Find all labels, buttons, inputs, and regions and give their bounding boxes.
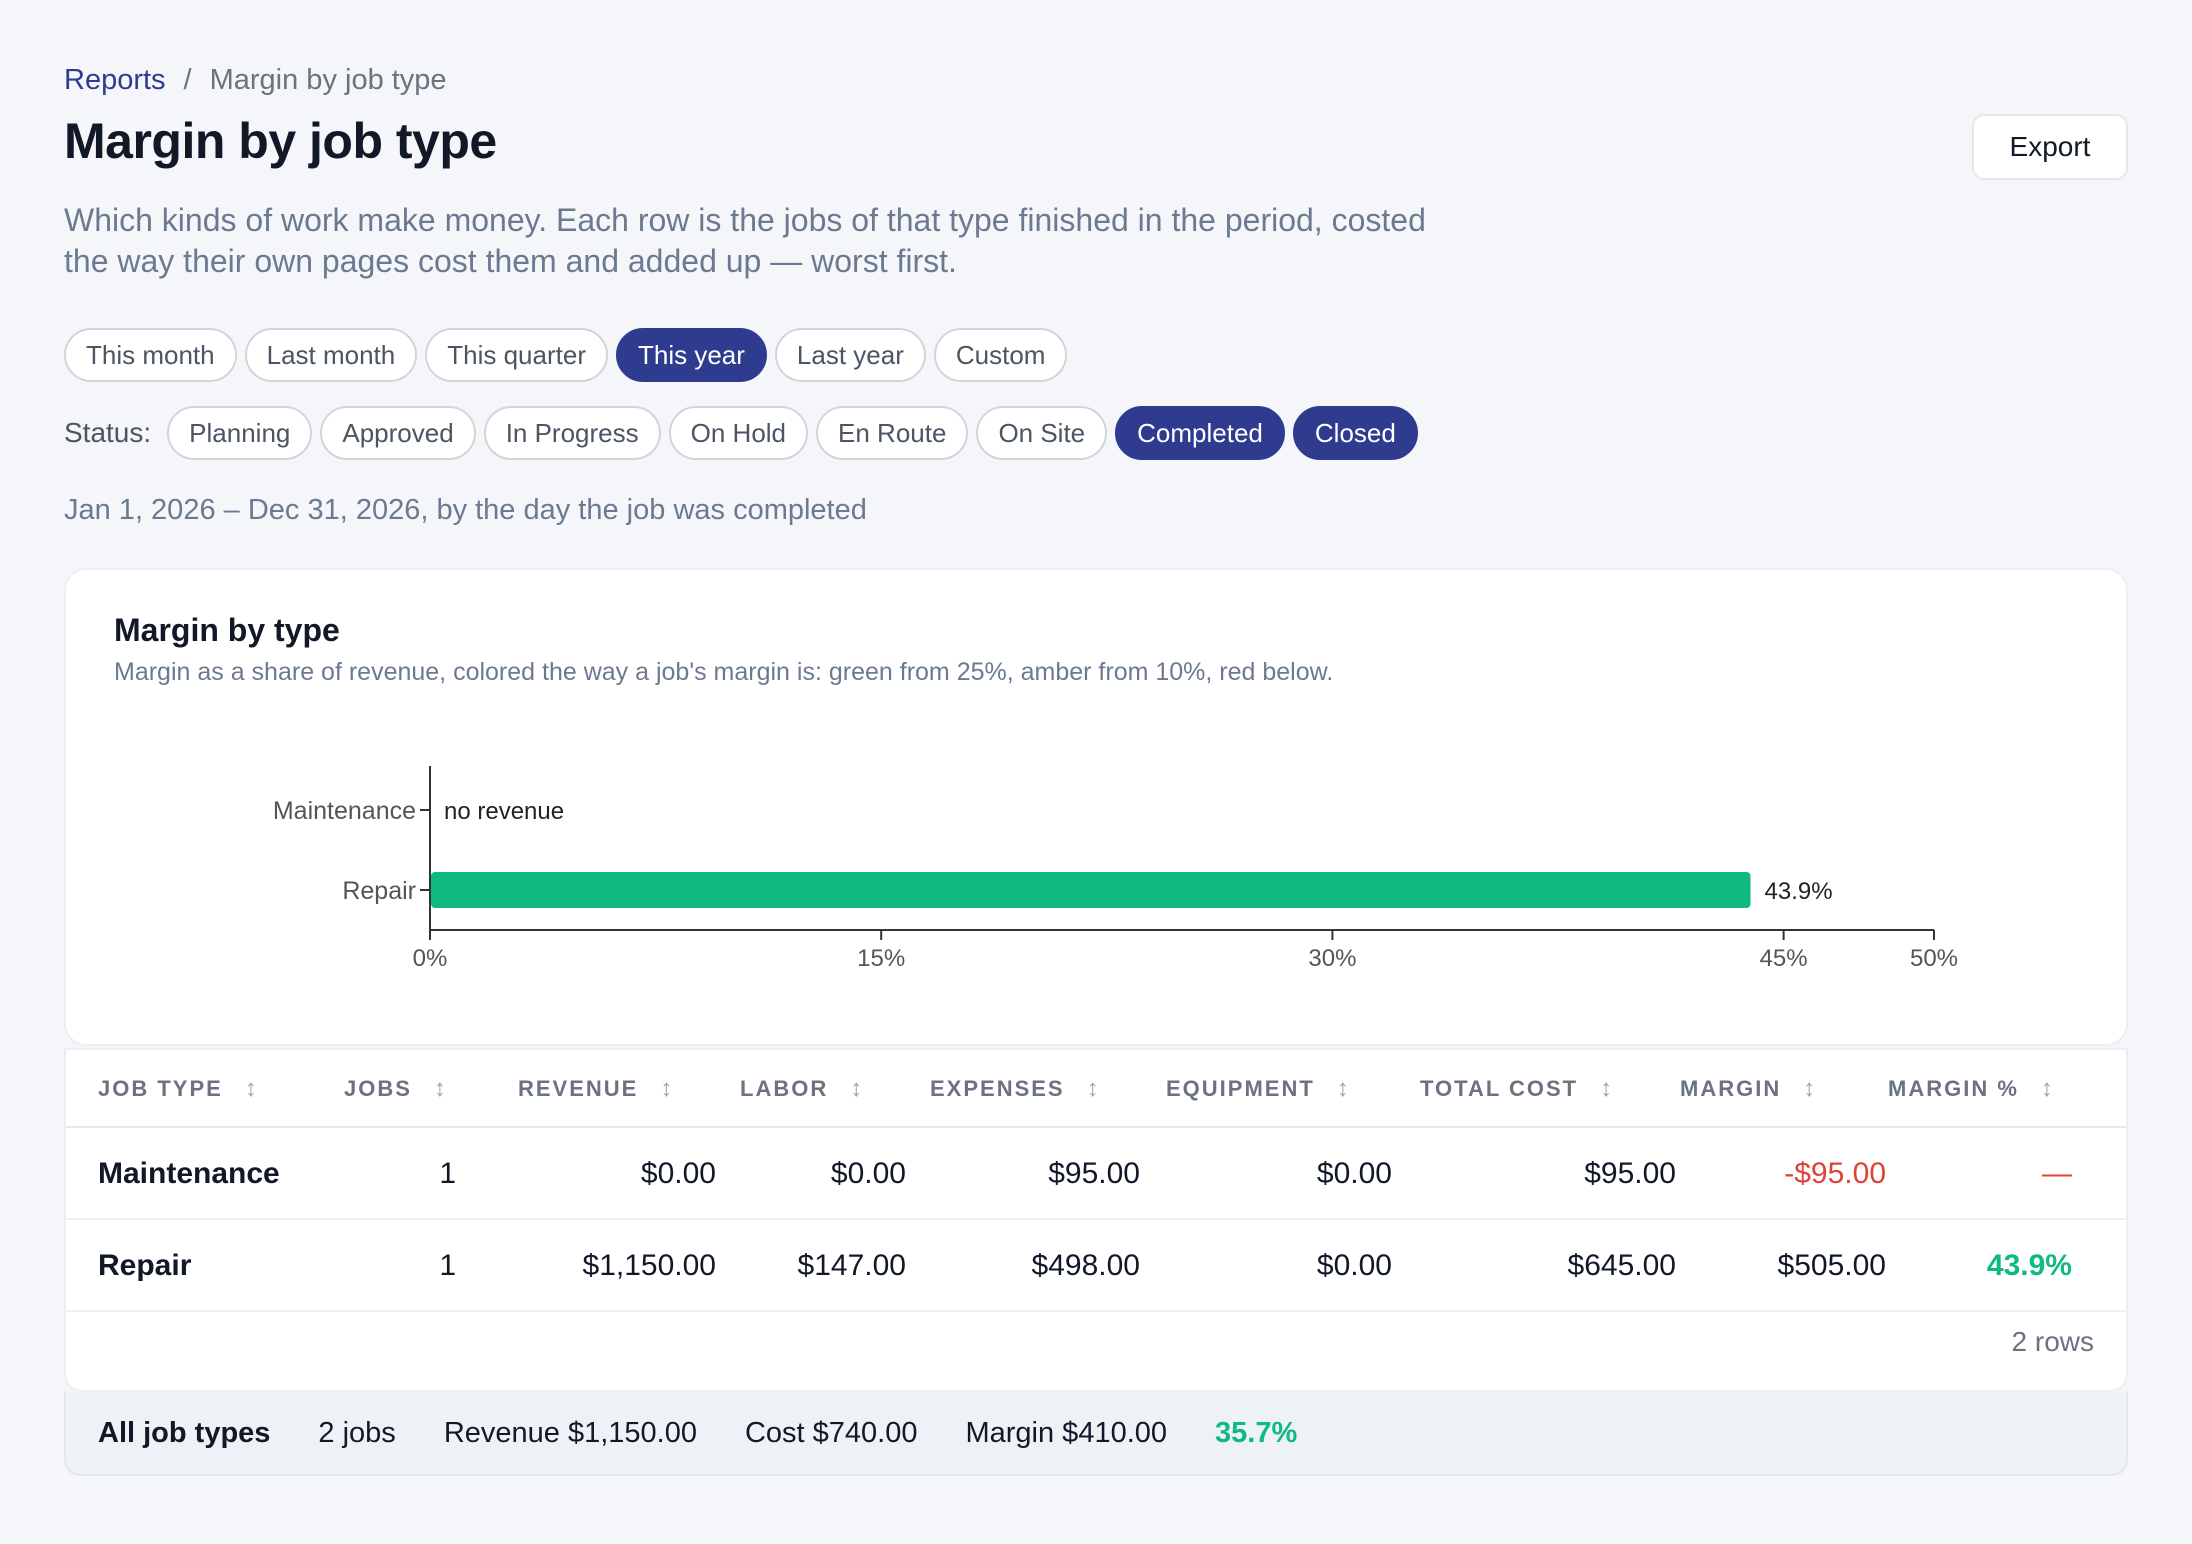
breadcrumb-reports-link[interactable]: Reports [64, 64, 166, 96]
cell-expenses: $498.00 [1031, 1249, 1140, 1282]
sort-icon: ↕ [2040, 1075, 2053, 1102]
export-button[interactable]: Export [1972, 114, 2128, 180]
chart-data-label: no revenue [444, 798, 564, 825]
column-header-jobs[interactable]: JOBS ↕ [344, 1075, 446, 1102]
status-filter-label: Status: [64, 417, 152, 448]
chart-card: Margin by type Margin as a share of reve… [64, 568, 2128, 1046]
sort-icon: ↕ [1600, 1075, 1613, 1102]
status-filter-closed[interactable]: Closed [1292, 406, 1418, 460]
sort-icon: ↕ [433, 1075, 446, 1102]
job-type-table: JOB TYPE ↕ JOBS ↕ REVENUE ↕ LABOR ↕ EXPENSES… [64, 1048, 2128, 1392]
sort-icon: ↕ [660, 1075, 673, 1102]
sort-icon: ↕ [1086, 1075, 1099, 1102]
column-header-margin[interactable]: MARGIN ↕ [1680, 1075, 1816, 1102]
period-filter-group: This month Last month This quarter This … [64, 328, 1068, 382]
column-header-equipment[interactable]: EQUIPMENT ↕ [1166, 1075, 1349, 1102]
cell-margin: -$95.00 [1784, 1157, 1886, 1190]
cell-equipment: $0.00 [1316, 1157, 1392, 1190]
breadcrumb-current: Margin by job type [209, 64, 447, 96]
chart-bar [431, 872, 1751, 908]
table-row[interactable]: Maintenance 1 $0.00 $0.00 $95.00 $0.00 $… [66, 1128, 2126, 1220]
status-filter-in-progress[interactable]: In Progress [483, 406, 661, 460]
sort-icon: ↕ [1336, 1075, 1349, 1102]
cell-total-cost: $645.00 [1567, 1249, 1676, 1282]
cell-jobs: 1 [439, 1249, 456, 1282]
totals-margin-pct: 35.7% [1215, 1416, 1298, 1449]
cell-revenue: $1,150.00 [582, 1249, 716, 1282]
table-header: JOB TYPE ↕ JOBS ↕ REVENUE ↕ LABOR ↕ EXPENSES… [66, 1050, 2126, 1128]
chart-category-label: Repair [342, 877, 416, 905]
cell-revenue: $0.00 [640, 1157, 716, 1190]
breadcrumb: Reports / Margin by job type [64, 64, 447, 97]
chart-x-tick-label: 45% [1760, 945, 1808, 972]
period-filter-last-year[interactable]: Last year [774, 328, 926, 382]
cell-expenses: $95.00 [1048, 1157, 1140, 1190]
status-filter-on-hold[interactable]: On Hold [668, 406, 809, 460]
breadcrumb-separator: / [183, 64, 192, 96]
cell-total-cost: $95.00 [1584, 1157, 1676, 1190]
cell-equipment: $0.00 [1316, 1249, 1392, 1282]
status-filter-planning[interactable]: Planning [167, 406, 313, 460]
cell-job-type: Repair [98, 1249, 192, 1282]
status-filter-group: Status: Planning Approved In Progress On… [64, 406, 1418, 460]
margin-bar-chart: Maintenance Repair no revenue 43.9% 0% 15% 30%… [273, 766, 1958, 972]
cell-labor: $147.00 [797, 1249, 906, 1282]
column-header-labor[interactable]: LABOR ↕ [740, 1075, 863, 1102]
chart-x-tick-label: 50% [1910, 945, 1958, 972]
status-filter-approved[interactable]: Approved [320, 406, 476, 460]
period-filter-custom[interactable]: Custom [933, 328, 1068, 382]
sort-icon: ↕ [244, 1075, 257, 1102]
chart-data-label: 43.9% [1765, 878, 1833, 905]
period-filter-this-quarter[interactable]: This quarter [425, 328, 608, 382]
chart-x-tick-label: 30% [1308, 945, 1356, 972]
cell-margin-pct: — [2042, 1157, 2072, 1190]
sort-icon: ↕ [1803, 1075, 1816, 1102]
status-filter-en-route[interactable]: En Route [816, 406, 969, 460]
cell-labor: $0.00 [830, 1157, 906, 1190]
cell-margin-pct: 43.9% [1986, 1249, 2072, 1282]
chart-category-label: Maintenance [273, 797, 416, 825]
totals-jobs: 2 jobs [318, 1416, 396, 1449]
page-title: Margin by job type [64, 113, 497, 169]
chart-subtitle: Margin as a share of revenue, colored th… [114, 658, 1334, 686]
period-filter-this-year[interactable]: This year [615, 328, 767, 382]
column-header-margin-pct[interactable]: MARGIN % ↕ [1888, 1075, 2053, 1102]
page-description: Which kinds of work make money. Each row… [64, 202, 1426, 279]
sort-icon: ↕ [850, 1075, 863, 1102]
table-row[interactable]: Repair 1 $1,150.00 $147.00 $498.00 $0.00… [66, 1220, 2126, 1312]
period-filter-this-month[interactable]: This month [64, 328, 237, 382]
totals-bar: All job types 2 jobs Revenue $1,150.00 C… [64, 1392, 2128, 1476]
column-header-expenses[interactable]: EXPENSES ↕ [930, 1075, 1099, 1102]
column-header-job-type[interactable]: JOB TYPE ↕ [98, 1075, 257, 1102]
period-filter-last-month[interactable]: Last month [244, 328, 418, 382]
cell-jobs: 1 [439, 1157, 456, 1190]
totals-revenue: Revenue $1,150.00 [443, 1416, 697, 1449]
date-range-text: Jan 1, 2026 – Dec 31, 2026, by the day t… [64, 494, 867, 526]
totals-label: All job types [98, 1416, 271, 1449]
status-filter-on-site[interactable]: On Site [976, 406, 1108, 460]
totals-margin: Margin $410.00 [965, 1416, 1168, 1449]
column-header-total-cost[interactable]: TOTAL COST ↕ [1420, 1075, 1613, 1102]
chart-title: Margin by type [114, 612, 340, 648]
totals-cost: Cost $740.00 [744, 1416, 918, 1449]
chart-x-tick-label: 0% [413, 945, 448, 972]
status-filter-completed[interactable]: Completed [1115, 406, 1285, 460]
cell-margin: $505.00 [1777, 1249, 1886, 1282]
row-count: 2 rows [2011, 1326, 2094, 1357]
cell-job-type: Maintenance [98, 1157, 280, 1190]
chart-x-tick-label: 15% [857, 945, 905, 972]
column-header-revenue[interactable]: REVENUE ↕ [518, 1075, 673, 1102]
